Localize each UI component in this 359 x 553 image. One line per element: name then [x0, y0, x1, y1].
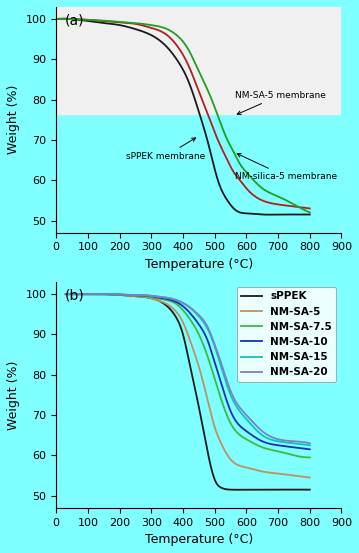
- NM-SA-15: [181, 300, 186, 307]
- sPPEK: [196, 401, 200, 408]
- NM-SA-10: [308, 446, 312, 453]
- NM-SA-10: [209, 349, 214, 356]
- NM-SA-10: [181, 304, 186, 310]
- NM-SA-10: [64, 291, 68, 298]
- sPPEK: [181, 333, 186, 340]
- Text: (b): (b): [65, 289, 84, 303]
- NM-SA-10: [95, 291, 100, 298]
- sPPEK: [303, 486, 307, 493]
- NM-SA-15: [308, 442, 312, 448]
- NM-SA-5: [180, 317, 184, 324]
- NM-SA-20: [180, 299, 184, 306]
- sPPEK: [180, 328, 184, 335]
- NM-SA-7.5: [308, 454, 312, 461]
- NM-SA-20: [95, 291, 100, 298]
- Line: NM-SA-5: NM-SA-5: [66, 294, 310, 478]
- X-axis label: Temperature (°C): Temperature (°C): [145, 533, 253, 546]
- NM-SA-7.5: [209, 365, 214, 372]
- Text: (a): (a): [65, 14, 84, 28]
- sPPEK: [308, 486, 312, 493]
- sPPEK: [95, 291, 100, 298]
- NM-SA-7.5: [302, 454, 307, 461]
- Line: sPPEK: sPPEK: [66, 294, 310, 490]
- NM-SA-10: [302, 445, 307, 452]
- NM-SA-7.5: [95, 291, 100, 298]
- NM-SA-20: [264, 431, 269, 437]
- X-axis label: Temperature (°C): Temperature (°C): [145, 258, 253, 271]
- NM-SA-15: [302, 441, 307, 448]
- Text: NM-silica-5 membrane: NM-silica-5 membrane: [235, 154, 337, 181]
- NM-SA-20: [181, 300, 186, 307]
- NM-SA-10: [264, 440, 269, 446]
- NM-SA-20: [302, 439, 307, 446]
- NM-SA-7.5: [307, 454, 311, 461]
- sPPEK: [64, 291, 68, 298]
- Line: NM-SA-7.5: NM-SA-7.5: [66, 294, 310, 457]
- NM-SA-20: [209, 332, 214, 339]
- NM-SA-20: [196, 311, 200, 318]
- Line: NM-SA-20: NM-SA-20: [66, 294, 310, 444]
- Y-axis label: Weight (%): Weight (%): [7, 360, 20, 430]
- NM-SA-5: [64, 291, 68, 298]
- Bar: [56, 7, 341, 114]
- NM-SA-15: [180, 299, 184, 306]
- NM-SA-7.5: [64, 291, 68, 298]
- NM-SA-5: [308, 474, 312, 481]
- NM-SA-5: [95, 291, 100, 298]
- NM-SA-7.5: [181, 307, 186, 314]
- NM-SA-7.5: [196, 330, 200, 337]
- Text: sPPEK membrane: sPPEK membrane: [126, 138, 205, 160]
- NM-SA-7.5: [264, 445, 269, 452]
- NM-SA-15: [209, 335, 214, 341]
- NM-SA-15: [196, 312, 200, 319]
- NM-SA-5: [264, 469, 269, 476]
- Text: NM-SA-5 membrane: NM-SA-5 membrane: [235, 91, 326, 114]
- NM-SA-5: [209, 412, 214, 419]
- NM-SA-15: [64, 291, 68, 298]
- NM-SA-5: [181, 320, 186, 327]
- NM-SA-10: [196, 320, 200, 327]
- Legend: sPPEK, NM-SA-5, NM-SA-7.5, NM-SA-10, NM-SA-15, NM-SA-20: sPPEK, NM-SA-5, NM-SA-7.5, NM-SA-10, NM-…: [237, 287, 336, 382]
- sPPEK: [234, 487, 239, 493]
- NM-SA-10: [180, 302, 184, 309]
- NM-SA-20: [64, 291, 68, 298]
- sPPEK: [209, 466, 214, 472]
- NM-SA-5: [196, 362, 200, 368]
- NM-SA-15: [264, 434, 269, 441]
- NM-SA-5: [302, 473, 307, 480]
- sPPEK: [265, 486, 269, 493]
- NM-SA-20: [308, 440, 312, 447]
- Y-axis label: Weight (%): Weight (%): [7, 85, 20, 154]
- Line: NM-SA-10: NM-SA-10: [66, 294, 310, 450]
- Line: NM-SA-15: NM-SA-15: [66, 294, 310, 445]
- NM-SA-15: [95, 291, 100, 298]
- NM-SA-7.5: [180, 306, 184, 312]
